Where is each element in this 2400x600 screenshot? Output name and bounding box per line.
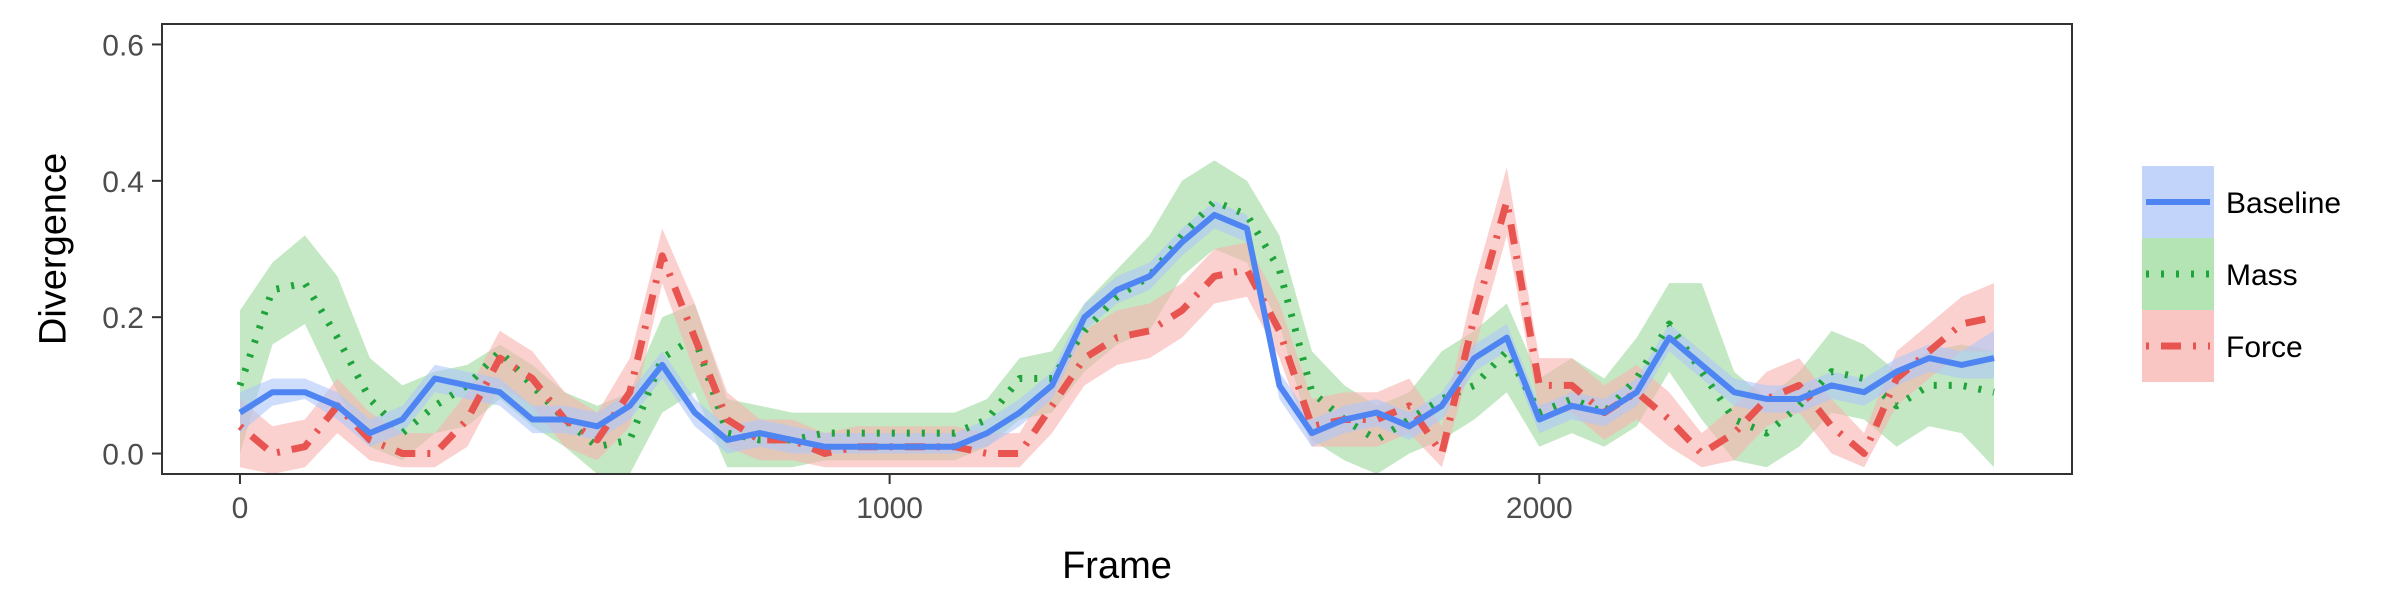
y-tick-label: 0.2 [102,302,144,335]
line-baseline [238,211,1995,450]
legend-label-mass: Mass [2226,259,2298,292]
y-axis: 0.0 0.2 0.4 0.6 [102,29,162,472]
x-tick-label: 0 [232,492,249,525]
confidence-bands [240,160,1994,474]
y-tick-label: 0.6 [102,29,144,62]
legend-label-force: Force [2226,331,2303,364]
y-axis-title: Divergence [32,153,74,345]
x-axis: 0 1000 2000 [232,474,1573,525]
x-axis-title: Frame [1062,545,1172,587]
plot-panel-border [161,23,2073,475]
series-lines [236,197,1995,457]
line-mass [236,197,1995,451]
legend: Baseline Mass Force [2142,166,2341,382]
band-force [240,167,1994,474]
y-tick-label: 0.4 [102,166,144,199]
y-tick-label: 0.0 [102,439,144,472]
line-force [237,197,1995,457]
legend-label-baseline: Baseline [2226,187,2341,220]
x-tick-label: 1000 [856,492,923,525]
x-tick-label: 2000 [1506,492,1573,525]
